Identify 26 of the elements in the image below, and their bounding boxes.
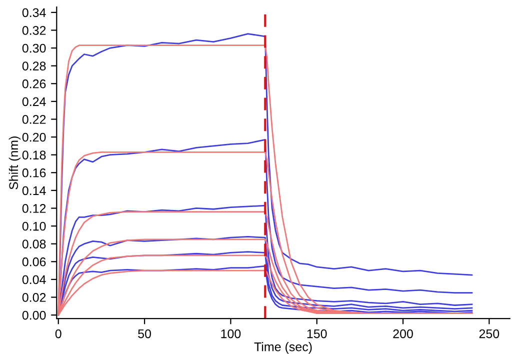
y-tick-label: 0.14 — [22, 186, 46, 196]
y-tick-label: 0.02 — [22, 293, 46, 302]
y-tick-label: 0.32 — [22, 26, 46, 35]
y-axis-title: Shift (nm) — [8, 136, 21, 190]
y-tick-label: 0.16 — [22, 168, 46, 178]
x-tick-label: 250 — [479, 329, 500, 338]
y-tick-label: 0.12 — [22, 204, 46, 213]
y-tick-label: 0.04 — [22, 275, 46, 284]
x-tick-label: 150 — [307, 329, 327, 338]
y-tick-label: 0.22 — [22, 115, 46, 124]
y-tick-label: 0.18 — [22, 150, 46, 160]
y-tick-label: 0.24 — [22, 97, 46, 106]
x-axis-title: Time (sec) — [254, 342, 312, 354]
y-tick-label: 0.10 — [22, 222, 46, 231]
y-tick-label: 0.30 — [22, 44, 46, 53]
y-tick-label: 0.08 — [22, 240, 46, 248]
y-tick-label: 0.00 — [22, 310, 46, 320]
y-tick-label: 0.34 — [22, 8, 46, 18]
x-tick-label: 100 — [221, 329, 241, 338]
x-tick-label: 0 — [55, 329, 62, 338]
x-tick-label: 50 — [138, 329, 151, 338]
y-tick-label: 0.28 — [22, 62, 46, 70]
x-tick-label: 200 — [393, 329, 413, 338]
y-tick-label: 0.06 — [22, 257, 46, 266]
y-tick-label: 0.26 — [22, 79, 46, 88]
y-tick-label: 0.20 — [22, 132, 46, 142]
